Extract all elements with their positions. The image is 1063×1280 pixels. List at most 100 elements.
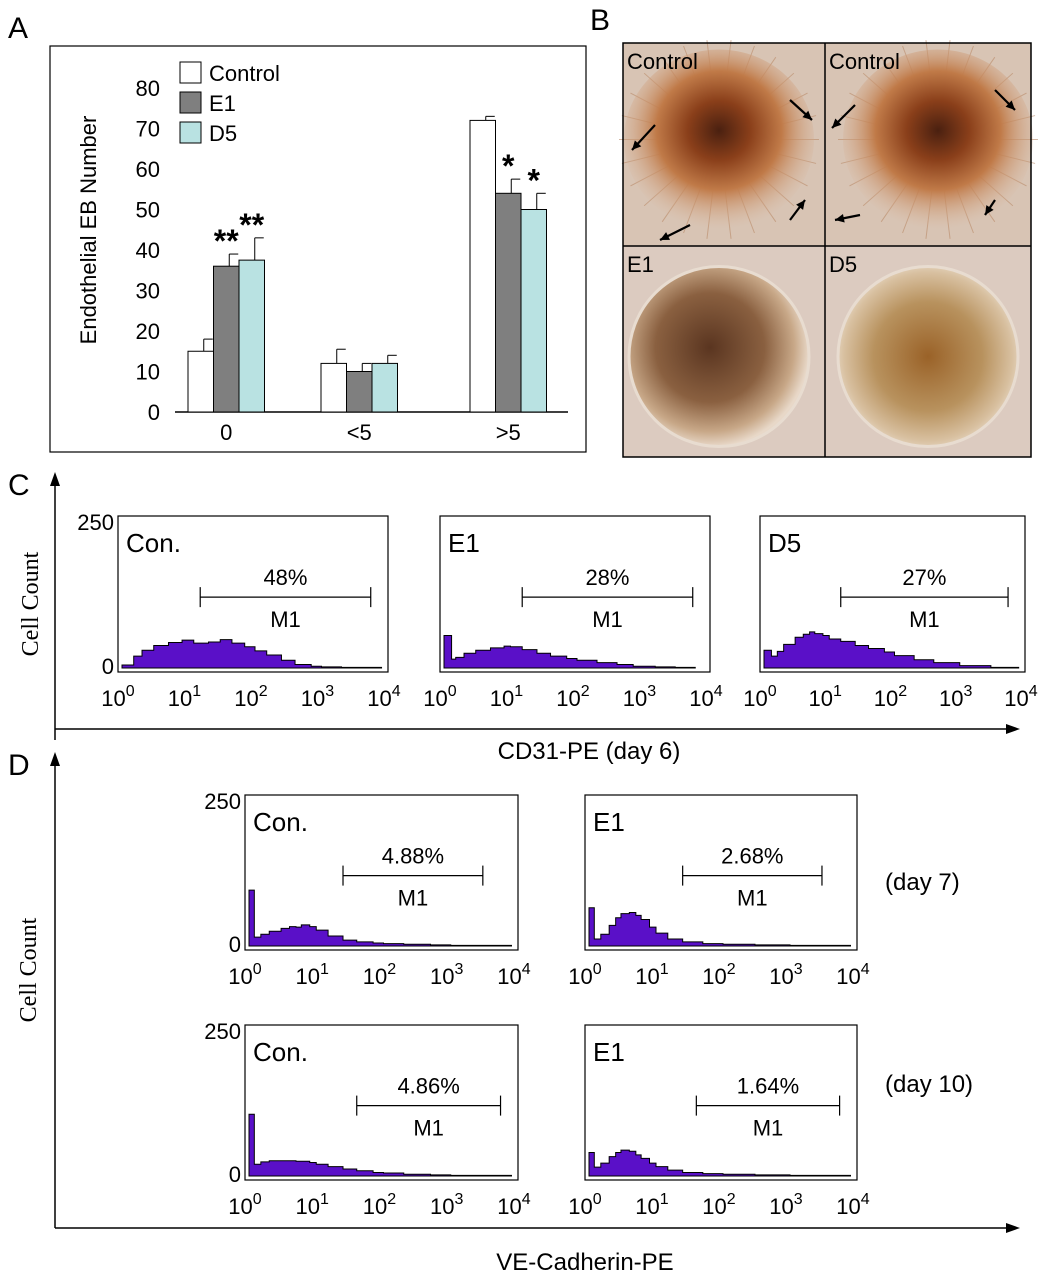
histogram-frame [759, 515, 1026, 673]
x-tick-exponent: 0 [253, 961, 262, 978]
embryoid-body [843, 49, 1033, 230]
x-tick-label: 101 [490, 683, 523, 711]
x-tick-exponent: 3 [455, 961, 464, 978]
bar-ytick-label: 50 [136, 198, 160, 223]
bar-ytick-label: 10 [136, 360, 160, 385]
histogram-area [588, 907, 852, 947]
histogram-sample-label: Con. [126, 528, 181, 558]
bar [320, 362, 347, 413]
x-tick-exponent: 4 [714, 683, 723, 700]
histogram-sample-label: Con. [253, 1037, 308, 1067]
bar [346, 371, 373, 413]
x-tick-label: 102 [234, 683, 267, 711]
legend-swatch [179, 91, 202, 114]
histogram-area [588, 1149, 852, 1177]
microscopy-tile-label: E1 [627, 252, 654, 277]
x-tick-exponent: 1 [514, 683, 523, 700]
microscopy-tile: E1 [623, 246, 825, 457]
x-tick-label: 104 [689, 683, 722, 711]
x-tick-label: 104 [497, 1191, 530, 1219]
bar-category-label: >5 [496, 420, 521, 445]
histogram-sample-label: E1 [593, 1037, 625, 1067]
gate-percent-label: 27% [902, 565, 946, 590]
x-tick-exponent: 2 [387, 961, 396, 978]
arrow-head [796, 200, 805, 210]
x-tick-label: 102 [363, 961, 396, 989]
y-tick-label: 0 [102, 654, 114, 679]
x-tick-label: 103 [623, 683, 656, 711]
x-tick-exponent: 1 [660, 961, 669, 978]
x-tick-exponent: 3 [455, 1191, 464, 1208]
gate-percent-label: 4.88% [382, 844, 444, 869]
x-tick-exponent: 4 [1029, 683, 1038, 700]
panel-c-x-arrowhead [1006, 724, 1020, 734]
x-tick-exponent: 2 [898, 683, 907, 700]
gate-name-label: M1 [592, 607, 623, 632]
x-tick-label: 103 [430, 1191, 463, 1219]
microscopy-tile-label: Control [627, 49, 698, 74]
x-tick-exponent: 4 [861, 1191, 870, 1208]
arrow-head [832, 118, 842, 128]
x-tick-label: 102 [702, 1191, 735, 1219]
x-tick-exponent: 3 [964, 683, 973, 700]
panel-d-ylabel: Cell Count [16, 917, 42, 1022]
x-tick-exponent: 2 [581, 683, 590, 700]
gate-name-label: M1 [398, 886, 429, 911]
histogram-sample-label: Con. [253, 807, 308, 837]
bar-ytick-label: 70 [136, 117, 160, 142]
x-tick-label: 102 [363, 1191, 396, 1219]
x-tick-label: 103 [769, 961, 802, 989]
histogram-sample-label: D5 [768, 528, 801, 558]
panel-label-c: C [8, 469, 30, 502]
x-tick-exponent: 3 [794, 961, 803, 978]
x-tick-exponent: 0 [126, 683, 135, 700]
x-tick-label: 102 [702, 961, 735, 989]
histogram-sample-label: E1 [593, 807, 625, 837]
x-tick-exponent: 4 [522, 1191, 531, 1208]
x-tick-label: 101 [809, 683, 842, 711]
microscopy-panel-b: Control Control E1 D5 [619, 40, 1038, 458]
x-tick-exponent: 1 [192, 683, 201, 700]
x-tick-label: 102 [874, 683, 907, 711]
histogram-frame [584, 794, 858, 951]
x-tick-label: 101 [635, 961, 668, 989]
panel-d-y-arrowhead [50, 752, 60, 766]
arrow-head [835, 213, 845, 223]
y-tick-label: 0 [229, 1162, 241, 1187]
x-tick-label: 100 [101, 683, 134, 711]
bar-ytick-label: 30 [136, 279, 160, 304]
gate-percent-label: 48% [263, 565, 307, 590]
bar [469, 119, 496, 413]
histogram-area [443, 634, 696, 669]
histogram-sample-label: E1 [448, 528, 480, 558]
gate-percent-label: 4.86% [397, 1074, 459, 1099]
gate-percent-label: 28% [585, 565, 629, 590]
gate-name-label: M1 [753, 1116, 784, 1141]
bar [187, 350, 214, 413]
bar-ytick-label: 60 [136, 157, 160, 182]
flow-panel-d: Cell Count VE-Cadherin-PE 4.88%M1Con.100… [16, 752, 1020, 1276]
x-tick-exponent: 0 [448, 683, 457, 700]
x-tick-label: 104 [367, 683, 400, 711]
histogram-area [121, 639, 383, 669]
panel-c-xlabel: CD31-PE (day 6) [498, 738, 681, 765]
bar-ytick-label: 0 [148, 400, 160, 425]
panel-label-a: A [8, 12, 28, 45]
microscopy-tile-label: Control [829, 49, 900, 74]
bar-category-label: 0 [220, 420, 232, 445]
x-tick-exponent: 1 [320, 961, 329, 978]
microscopy-tile: Control [619, 40, 825, 246]
gate-name-label: M1 [270, 607, 301, 632]
bar-chart-frame [49, 45, 587, 453]
bar-category-label: <5 [347, 420, 372, 445]
histogram-area [248, 1113, 512, 1177]
legend-label: D5 [209, 121, 237, 146]
x-tick-exponent: 3 [794, 1191, 803, 1208]
